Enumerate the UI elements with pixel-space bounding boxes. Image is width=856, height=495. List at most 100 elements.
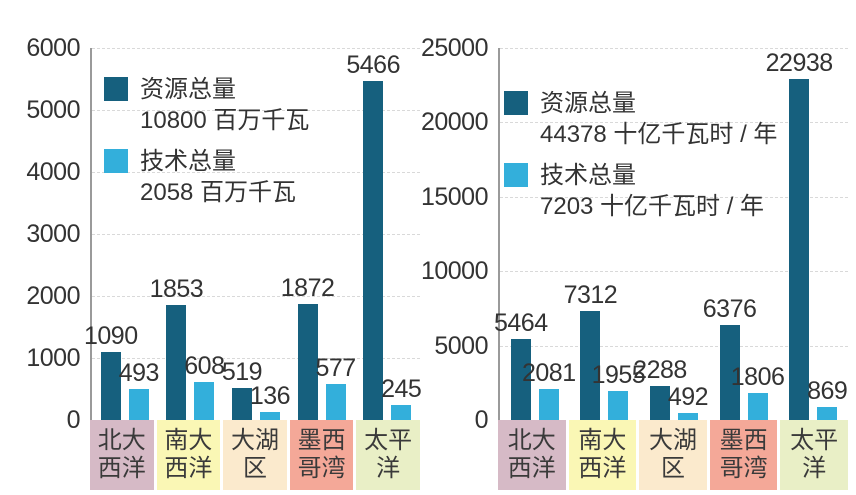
category-column: 7312 1955 [564, 48, 646, 420]
legend-swatch-resource-icon [504, 91, 528, 115]
gridline [92, 48, 420, 49]
y-tick-label: 10000 [420, 257, 489, 286]
bar-technical-total: 1806 [731, 364, 785, 420]
bar-technical-total: 577 [315, 355, 356, 420]
bar-resource-total: 519 [222, 359, 263, 420]
category-column: 5464 2081 [494, 48, 576, 420]
gridline [500, 48, 848, 49]
y-tick-label: 0 [474, 406, 489, 434]
legend-series-total: 2058 百万千瓦 [140, 179, 297, 206]
gridline [92, 358, 420, 359]
bar-resource-total: 22938 [766, 50, 833, 420]
legend-series-name: 资源总量 [140, 76, 236, 103]
y-tick-label: 5000 [26, 96, 80, 124]
y-tick-label: 0 [66, 406, 81, 434]
chart-resource-capacity: 1090 493 1853 608 519 136 1872 577 5466 245 0 1000 2… [26, 35, 422, 490]
x-axis-category-strip: 北大 西洋 南大 西洋 大湖 区墨西 哥湾 太平洋 [498, 420, 848, 490]
bar-technical-total: 493 [119, 360, 159, 420]
y-tick-label: 25000 [420, 34, 489, 62]
y-tick-label: 2000 [26, 282, 80, 310]
bar-value-label: 2081 [521, 359, 576, 387]
bar-value-label: 869 [807, 377, 848, 405]
gridline [92, 172, 420, 173]
x-category-label: 大湖 区 [223, 420, 287, 490]
plot-area: 1090 493 1853 608 519 136 1872 577 5466 245 [84, 48, 422, 420]
bar-value-label: 1955 [591, 361, 646, 389]
bar-value-label: 1806 [730, 363, 785, 391]
legend-text: 资源总量 10800 百万千瓦 [140, 74, 309, 136]
y-tick-label: 4000 [26, 158, 80, 186]
bar-value-label: 608 [184, 352, 225, 380]
legend-entry-resource: 资源总量 44378 十亿千瓦时 / 年 [504, 88, 777, 150]
plot-area: 5464 2081 7312 1955 2288 492 6376 1806 22938 869 [494, 48, 848, 420]
gridline [92, 234, 420, 235]
legend-text: 资源总量 44378 十亿千瓦时 / 年 [540, 88, 777, 150]
x-axis-category-strip: 北大 西洋 南大 西洋 大湖 区墨西 哥湾 太平洋 [90, 420, 420, 490]
bar-resource-total: 5464 [494, 310, 548, 420]
legend: 资源总量 10800 百万千瓦 技术总量 2058 百万千瓦 [104, 74, 309, 208]
bar-value-label: 5464 [493, 309, 548, 337]
legend-series-name: 资源总量 [540, 90, 636, 117]
category-column: 6376 1806 [703, 48, 785, 420]
category-column: 1872 577 [281, 48, 356, 420]
bar-value-label: 493 [118, 359, 160, 387]
bar-value-label: 1090 [83, 322, 138, 350]
legend-text: 技术总量 2058 百万千瓦 [140, 146, 296, 208]
bar-value-label: 2288 [633, 356, 687, 384]
x-category-label: 大湖 区 [639, 420, 707, 490]
bar-resource-total: 7312 [564, 282, 618, 420]
gridline [500, 196, 848, 198]
bar-resource-total: 1090 [84, 323, 138, 420]
bar-value-label: 7312 [563, 281, 618, 309]
gridline [92, 110, 420, 111]
bar-value-label: 519 [221, 358, 263, 386]
legend-series-name: 技术总量 [540, 162, 636, 189]
legend-series-total: 7203 十亿千瓦时 / 年 [540, 193, 765, 220]
bar-technical-total: 136 [250, 383, 291, 420]
bar-technical-total: 1955 [592, 362, 646, 420]
x-category-label: 太平洋 [780, 420, 848, 490]
x-category-label: 北大 西洋 [90, 420, 154, 490]
bar-technical-total: 2081 [522, 360, 576, 420]
bar-value-label: 5466 [346, 51, 400, 79]
gridline [92, 296, 420, 297]
legend-series-name: 技术总量 [140, 148, 236, 175]
chart-annual-energy: 5464 2081 7312 1955 2288 492 6376 1806 22938 869 0… [421, 0, 856, 495]
legend-swatch-resource-icon [104, 77, 128, 101]
bar-resource-total: 1872 [281, 275, 335, 420]
y-tick-label: 20000 [420, 108, 489, 137]
x-category-label: 南大 西洋 [156, 420, 221, 490]
bar-value-label: 22938 [765, 49, 834, 77]
legend-entry-resource: 资源总量 10800 百万千瓦 [104, 74, 309, 136]
legend-series-total: 10800 百万千瓦 [140, 107, 310, 134]
legend-swatch-technical-icon [104, 149, 128, 173]
legend-text: 技术总量 7203 十亿千瓦时 / 年 [540, 160, 764, 222]
gridline [500, 271, 848, 273]
bar-resource-total: 5466 [346, 52, 400, 420]
category-column: 519 136 [222, 48, 291, 420]
bar-technical-total: 608 [184, 353, 225, 420]
x-category-label: 北大 西洋 [498, 420, 566, 490]
x-category-label: 太平洋 [356, 420, 420, 490]
bar-value-label: 492 [667, 383, 709, 411]
bar-value-label: 136 [249, 382, 291, 410]
bar-resource-total: 1853 [150, 276, 204, 420]
legend-entry-technical: 技术总量 7203 十亿千瓦时 / 年 [504, 160, 777, 222]
x-category-label: 墨西 哥湾 [709, 420, 778, 490]
gridline [500, 345, 848, 347]
bar-technical-total: 869 [807, 378, 848, 420]
category-column: 2288 492 [633, 48, 709, 420]
x-category-label: 墨西 哥湾 [289, 420, 354, 490]
bar-columns: 5464 2081 7312 1955 2288 492 6376 1806 22938 869 [494, 48, 848, 420]
legend-series-total: 44378 十亿千瓦时 / 年 [540, 121, 778, 148]
y-tick-label: 3000 [26, 220, 80, 248]
bar-value-label: 1853 [149, 275, 204, 303]
legend-entry-technical: 技术总量 2058 百万千瓦 [104, 146, 309, 208]
bar-value-label: 6376 [702, 295, 757, 323]
gridline [500, 122, 848, 124]
bar-value-label: 577 [315, 354, 356, 382]
category-column: 5466 245 [346, 48, 422, 420]
bar-resource-total: 6376 [703, 296, 757, 420]
category-column: 1090 493 [84, 48, 159, 420]
